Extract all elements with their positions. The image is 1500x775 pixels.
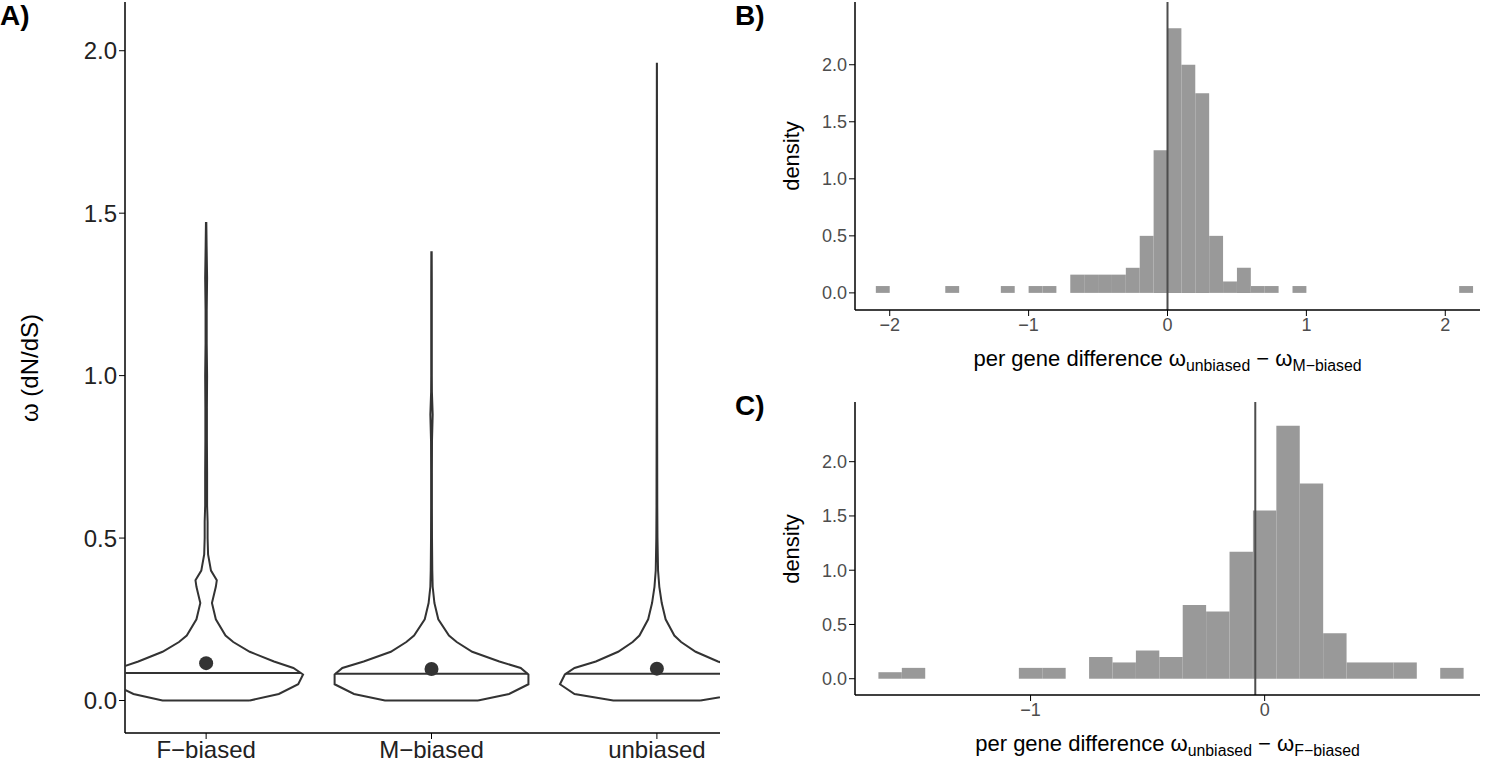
html-text:per gene difference ωunbiased−: per gene difference ωunbiased− ωM−biased (973, 346, 1362, 375)
svg-text:0.0: 0.0 (822, 283, 847, 303)
svg-text:−1: −1 (1020, 700, 1041, 720)
svg-text:0: 0 (1260, 700, 1270, 720)
svg-text:1.0: 1.0 (84, 362, 117, 389)
svg-text:1.5: 1.5 (822, 112, 847, 132)
svg-text:M−biased: M−biased (379, 736, 484, 763)
svg-text:−1: −1 (1018, 315, 1039, 335)
svg-text:1: 1 (1301, 315, 1311, 335)
svg-text:0.5: 0.5 (822, 226, 847, 246)
html-text:B): B) (735, 0, 765, 31)
html-text:density: density (779, 513, 804, 584)
svg-text:0.5: 0.5 (84, 525, 117, 552)
svg-text:2: 2 (1440, 315, 1450, 335)
svg-text:0: 0 (1162, 315, 1172, 335)
svg-text:F−biased: F−biased (156, 736, 255, 763)
svg-text:−2: −2 (879, 315, 900, 335)
svg-text:1.5: 1.5 (822, 506, 847, 526)
svg-text:2.0: 2.0 (822, 452, 847, 472)
svg-text:0.5: 0.5 (822, 615, 847, 635)
svg-text:1.5: 1.5 (84, 200, 117, 227)
svg-text:0.0: 0.0 (822, 669, 847, 689)
svg-text:1.0: 1.0 (822, 169, 847, 189)
html-text:A): A) (0, 0, 30, 31)
html-text:per gene difference ωunbiased−: per gene difference ωunbiased− ωF−biased (975, 731, 1360, 760)
html-text:ω (dN/dS): ω (dN/dS) (16, 313, 43, 422)
html-text:density: density (779, 121, 804, 191)
svg-text:1.0: 1.0 (822, 561, 847, 581)
svg-text:2.0: 2.0 (84, 37, 117, 64)
svg-text:0.0: 0.0 (84, 687, 117, 714)
svg-text:unbiased: unbiased (608, 736, 705, 763)
html-text:C): C) (735, 390, 765, 421)
svg-text:2.0: 2.0 (822, 55, 847, 75)
